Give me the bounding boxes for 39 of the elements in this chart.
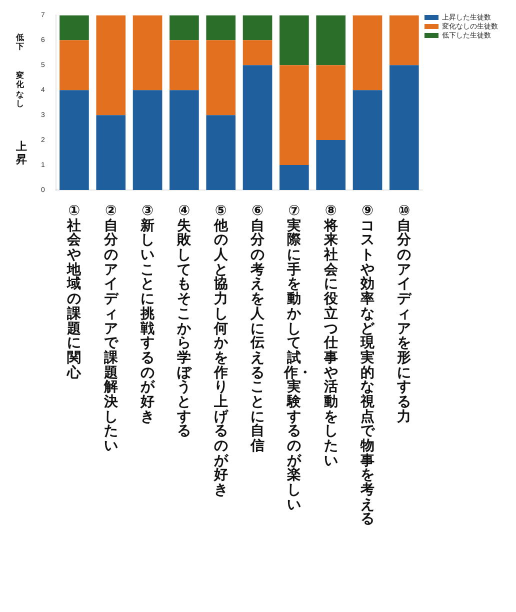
category-label: ⑩自分のアイディアを形にする力 — [397, 203, 412, 425]
bar — [280, 65, 309, 166]
bar — [132, 15, 162, 90]
category-label: ②自分のアイディアで課題解決したい — [104, 203, 118, 454]
category-label: ④失敗してもそこから学ぼうとする — [177, 203, 192, 440]
category-label: ⑥自分の考えを人に伝えることに自信 — [250, 203, 265, 454]
category-label: ①社会や地域の課題に関心 — [67, 203, 82, 381]
bar — [132, 90, 162, 190]
bar — [206, 115, 236, 190]
bar — [352, 90, 382, 190]
bar — [352, 15, 382, 90]
bar — [206, 15, 236, 40]
bar — [280, 15, 309, 66]
bar — [390, 65, 419, 190]
text: 変化なし — [15, 71, 25, 108]
category-label: ⑦実際に手を動かして試作・実験するのが楽しい — [284, 203, 312, 513]
text: 低下 — [14, 32, 25, 52]
bar — [242, 15, 272, 40]
bar — [242, 40, 272, 66]
category-label: ⑨コストや効率など現実的な視点で物事を考える — [360, 203, 374, 528]
bar — [60, 40, 89, 90]
bar — [60, 15, 89, 40]
bar — [96, 15, 126, 116]
text: 上昇 — [15, 140, 28, 166]
category-label: ⑧将来社会に役立つ仕事や活動をしたい — [324, 203, 338, 469]
bar — [280, 165, 309, 190]
bar — [316, 140, 346, 190]
bar — [242, 65, 272, 190]
bar — [170, 90, 199, 190]
bar — [60, 90, 89, 190]
bar — [316, 65, 346, 140]
bar — [206, 40, 236, 116]
category-label: ③新しいことに挑戦するのが好き — [140, 203, 155, 425]
bar — [316, 15, 346, 66]
bar — [170, 40, 199, 90]
category-label: ⑤他の人と協力し何かを作り上げるのが好き — [214, 203, 228, 498]
bar — [96, 115, 126, 190]
bar — [390, 15, 419, 66]
bar — [170, 15, 199, 40]
